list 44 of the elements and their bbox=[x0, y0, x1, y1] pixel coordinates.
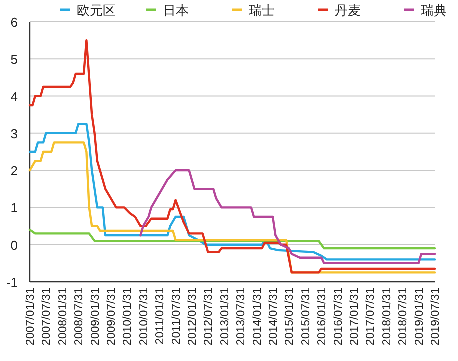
line-series bbox=[28, 228, 436, 250]
y-tick-label: 0 bbox=[10, 238, 18, 253]
legend-label: 瑞典 bbox=[421, 3, 447, 18]
x-tick-label: 2011/01/31 bbox=[154, 288, 167, 345]
x-tick-label: 2018/01/31 bbox=[381, 288, 394, 346]
y-tick-label: 5 bbox=[10, 52, 18, 68]
x-tick-label: 2014/07/31 bbox=[268, 288, 280, 346]
x-tick-label: 2019/01/31 bbox=[414, 288, 426, 346]
x-tick-label: 2009/01/31 bbox=[90, 288, 102, 346]
x-tick-label: 2011/07/31 bbox=[170, 288, 183, 345]
y-tick-label: 2 bbox=[10, 164, 18, 179]
x-tick-label: 2014/01/31 bbox=[252, 288, 264, 346]
x-tick-label: 2016/01/31 bbox=[316, 288, 329, 346]
x-tick-label: 2013/01/31 bbox=[219, 288, 232, 346]
x-tick-label: 2012/01/31 bbox=[187, 288, 199, 346]
legend-label: 日本 bbox=[163, 3, 189, 18]
y-tick-label: 4 bbox=[10, 89, 18, 104]
x-tick-label: 2010/01/31 bbox=[122, 288, 134, 346]
x-tick-label: 2019/07/31 bbox=[430, 288, 442, 346]
line-series bbox=[28, 39, 436, 274]
legend-label: 瑞士 bbox=[249, 3, 275, 18]
x-tick-label: 2008/07/31 bbox=[74, 288, 86, 346]
y-tick-label: -1 bbox=[6, 275, 18, 290]
legend-label: 丹麦 bbox=[335, 3, 361, 18]
line-series bbox=[140, 169, 436, 265]
line-series bbox=[28, 142, 436, 274]
y-tick-label: 6 bbox=[10, 15, 18, 30]
x-tick-label: 2007/01/31 bbox=[25, 288, 37, 346]
x-tick-label: 2009/07/31 bbox=[106, 288, 118, 346]
y-tick-label: 1 bbox=[10, 200, 18, 216]
x-tick-label: 2017/01/31 bbox=[349, 288, 361, 346]
x-tick-label: 2010/07/31 bbox=[138, 288, 150, 346]
x-tick-label: 2015/07/31 bbox=[300, 288, 312, 346]
y-tick-label: 3 bbox=[10, 126, 18, 142]
x-tick-label: 2017/07/31 bbox=[365, 288, 378, 346]
x-tick-label: 2012/07/31 bbox=[203, 288, 216, 346]
x-tick-label: 2013/07/31 bbox=[236, 288, 248, 346]
x-tick-label: 2015/01/31 bbox=[284, 288, 296, 346]
x-tick-label: 2018/07/31 bbox=[398, 288, 410, 346]
legend-label: 欧元区 bbox=[77, 3, 116, 18]
x-tick-label: 2007/07/31 bbox=[41, 288, 54, 346]
x-tick-label: 2016/07/31 bbox=[332, 288, 345, 346]
x-tick-label: 2008/01/31 bbox=[57, 288, 70, 346]
line-series bbox=[28, 123, 436, 261]
